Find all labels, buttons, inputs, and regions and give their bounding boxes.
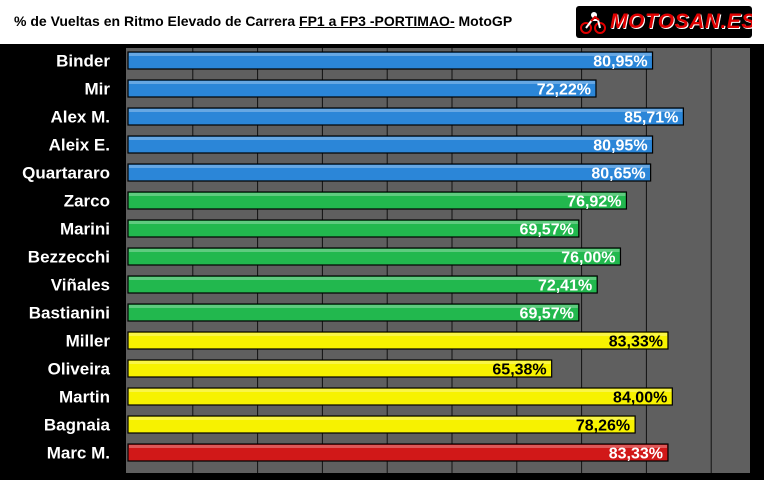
bar-highlight — [129, 333, 667, 336]
category-label: Bagnaia — [44, 416, 111, 435]
bar-oliveira — [127, 359, 553, 378]
value-label: 80,65% — [591, 166, 645, 183]
bar-highlight — [129, 305, 578, 308]
value-label: 83,33% — [609, 334, 663, 351]
bar-highlight — [129, 361, 551, 364]
bar — [127, 135, 654, 154]
chart-title-bar: % de Vueltas en Ritmo Elevado de Carrera… — [0, 0, 764, 44]
category-label: Quartararo — [22, 164, 110, 183]
bars-group — [127, 51, 685, 462]
bar-highlight — [129, 417, 635, 420]
bar-highlight — [129, 165, 650, 168]
bar — [127, 415, 636, 434]
bar-highlight — [129, 81, 595, 84]
category-label: Viñales — [51, 276, 110, 295]
motorbike-rider-icon — [580, 12, 606, 34]
bar — [127, 191, 628, 210]
chart-title: % de Vueltas en Ritmo Elevado de Carrera… — [14, 13, 512, 29]
bar-martin — [127, 387, 673, 406]
bar — [127, 247, 622, 266]
bar — [127, 387, 673, 406]
bar-binder — [127, 51, 654, 70]
bar-quartararo — [127, 163, 652, 182]
value-label: 80,95% — [593, 54, 647, 71]
value-label: 80,95% — [593, 138, 647, 155]
category-label: Miller — [66, 332, 111, 351]
bar — [127, 359, 553, 378]
bar — [127, 107, 685, 126]
value-label: 76,92% — [567, 194, 621, 211]
bar-highlight — [129, 53, 652, 56]
bar-chart: Binder Mir Alex M. Aleix E. Quartararo Zarco M… — [0, 44, 764, 480]
category-label: Martin — [59, 388, 110, 407]
value-label: 83,33% — [609, 446, 663, 463]
bar-zarco — [127, 191, 628, 210]
bar-marini — [127, 219, 580, 238]
value-labels: 80,95%72,22%85,71%80,95%80,65%76,92%69,5… — [492, 54, 678, 463]
value-label: 69,57% — [520, 222, 574, 239]
bar-highlight — [129, 137, 652, 140]
bar-highlight — [129, 193, 626, 196]
bar — [127, 443, 669, 462]
value-label: 84,00% — [613, 390, 667, 407]
bar-highlight — [129, 277, 597, 280]
title-suffix: MotoGP — [454, 13, 513, 29]
category-label: Zarco — [64, 192, 110, 211]
value-label: 72,22% — [537, 82, 591, 99]
logo-wordmark: MOTOSAN.ES — [610, 10, 752, 33]
category-label: Binder — [56, 52, 110, 71]
value-label: 85,71% — [624, 110, 678, 127]
bar-highlight — [129, 389, 672, 392]
category-labels: Binder Mir Alex M. Aleix E. Quartararo Zarco M… — [22, 52, 110, 463]
title-session-range: FP1 a FP3 -PORTIMAO- — [299, 13, 455, 29]
bar-bastianini — [127, 303, 580, 322]
category-label: Alex M. — [50, 108, 110, 127]
bar — [127, 275, 598, 294]
bar-highlight — [129, 221, 578, 224]
category-label: Marc M. — [47, 444, 110, 463]
bar — [127, 51, 654, 70]
bar-alex-m — [127, 107, 685, 126]
value-label: 65,38% — [492, 362, 546, 379]
bar-highlight — [129, 445, 667, 448]
category-label: Bastianini — [29, 304, 110, 323]
motosan-logo: MOTOSAN.ES — [576, 6, 752, 38]
bar — [127, 303, 580, 322]
bar-mir — [127, 79, 597, 98]
category-label: Bezzecchi — [28, 248, 110, 267]
bar-viñales — [127, 275, 598, 294]
bar-highlight — [129, 109, 683, 112]
category-label: Oliveira — [48, 360, 111, 379]
value-label: 72,41% — [538, 278, 592, 295]
title-prefix: % de Vueltas en Ritmo Elevado de Carrera — [14, 13, 300, 29]
category-label: Marini — [60, 220, 110, 239]
category-label: Aleix E. — [49, 136, 110, 155]
bar — [127, 219, 580, 238]
bar — [127, 331, 669, 350]
bar — [127, 163, 652, 182]
value-label: 69,57% — [520, 306, 574, 323]
bar — [127, 79, 597, 98]
bar-marc-m — [127, 443, 669, 462]
bar-aleix-e — [127, 135, 654, 154]
bar-miller — [127, 331, 669, 350]
category-label: Mir — [85, 80, 111, 99]
bar-highlight — [129, 249, 620, 252]
bar-bagnaia — [127, 415, 636, 434]
bar-bezzecchi — [127, 247, 622, 266]
value-label: 76,00% — [561, 250, 615, 267]
value-label: 78,26% — [576, 418, 630, 435]
